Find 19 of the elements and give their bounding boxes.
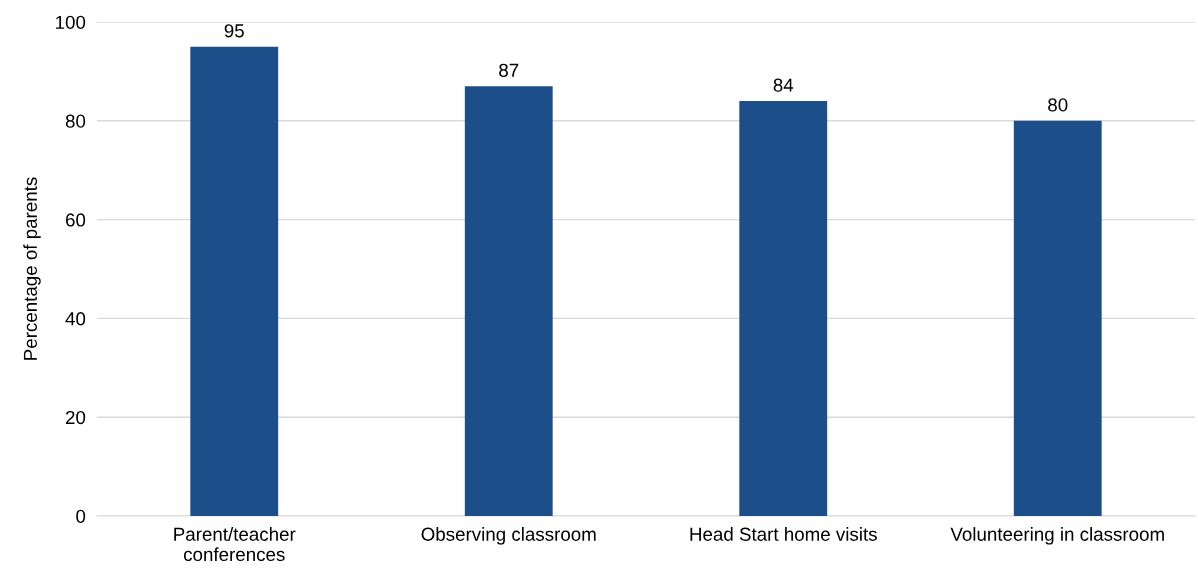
x-tick-label: Parent/teacher conferences [174, 527, 296, 562]
data-label: 84 [773, 78, 794, 92]
bar [464, 86, 553, 516]
x-tick-label: Observing classroom [421, 527, 596, 545]
data-label: 87 [499, 63, 519, 77]
x-tick-label: Head Start home visits [690, 527, 877, 541]
y-tick-label: 40 [65, 312, 86, 326]
y-tick-label: 20 [65, 410, 86, 425]
bar [739, 101, 828, 516]
bar [1013, 120, 1102, 516]
y-tick-label: 80 [65, 114, 86, 128]
x-tick-label: Volunteering in classroom [950, 527, 1164, 545]
bar [190, 46, 279, 516]
y-tick-label: 60 [65, 213, 86, 227]
data-label: 80 [1048, 98, 1068, 112]
data-label: 95 [224, 24, 244, 38]
y-tick-label: 100 [56, 15, 86, 29]
y-tick-label: 0 [76, 509, 86, 523]
y-axis-title: Percentage of parents [23, 177, 41, 360]
